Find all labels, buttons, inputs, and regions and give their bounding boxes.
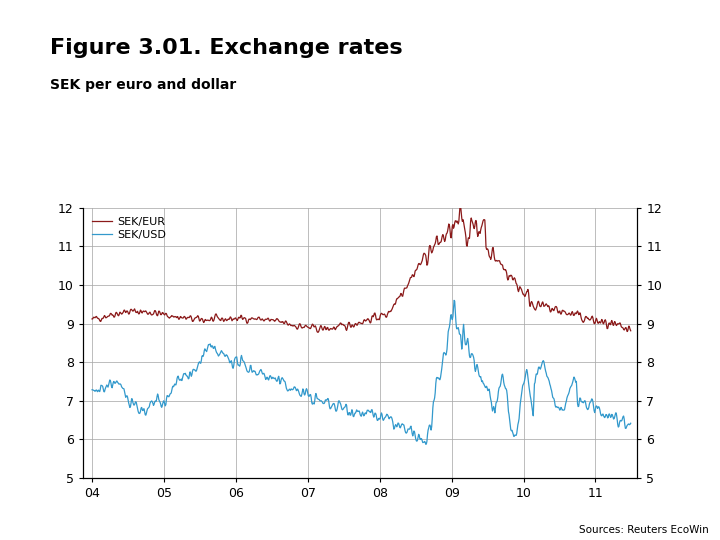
Text: SVERIGES
RIKSBANK: SVERIGES RIKSBANK	[635, 57, 679, 77]
Text: SEK per euro and dollar: SEK per euro and dollar	[50, 78, 237, 92]
Line: SEK/EUR: SEK/EUR	[92, 206, 631, 332]
Line: SEK/USD: SEK/USD	[92, 300, 631, 444]
Legend: SEK/EUR, SEK/USD: SEK/EUR, SEK/USD	[89, 213, 169, 244]
Text: Figure 3.01. Exchange rates: Figure 3.01. Exchange rates	[50, 38, 403, 58]
Text: Sources: Reuters EcoWin: Sources: Reuters EcoWin	[580, 524, 709, 535]
